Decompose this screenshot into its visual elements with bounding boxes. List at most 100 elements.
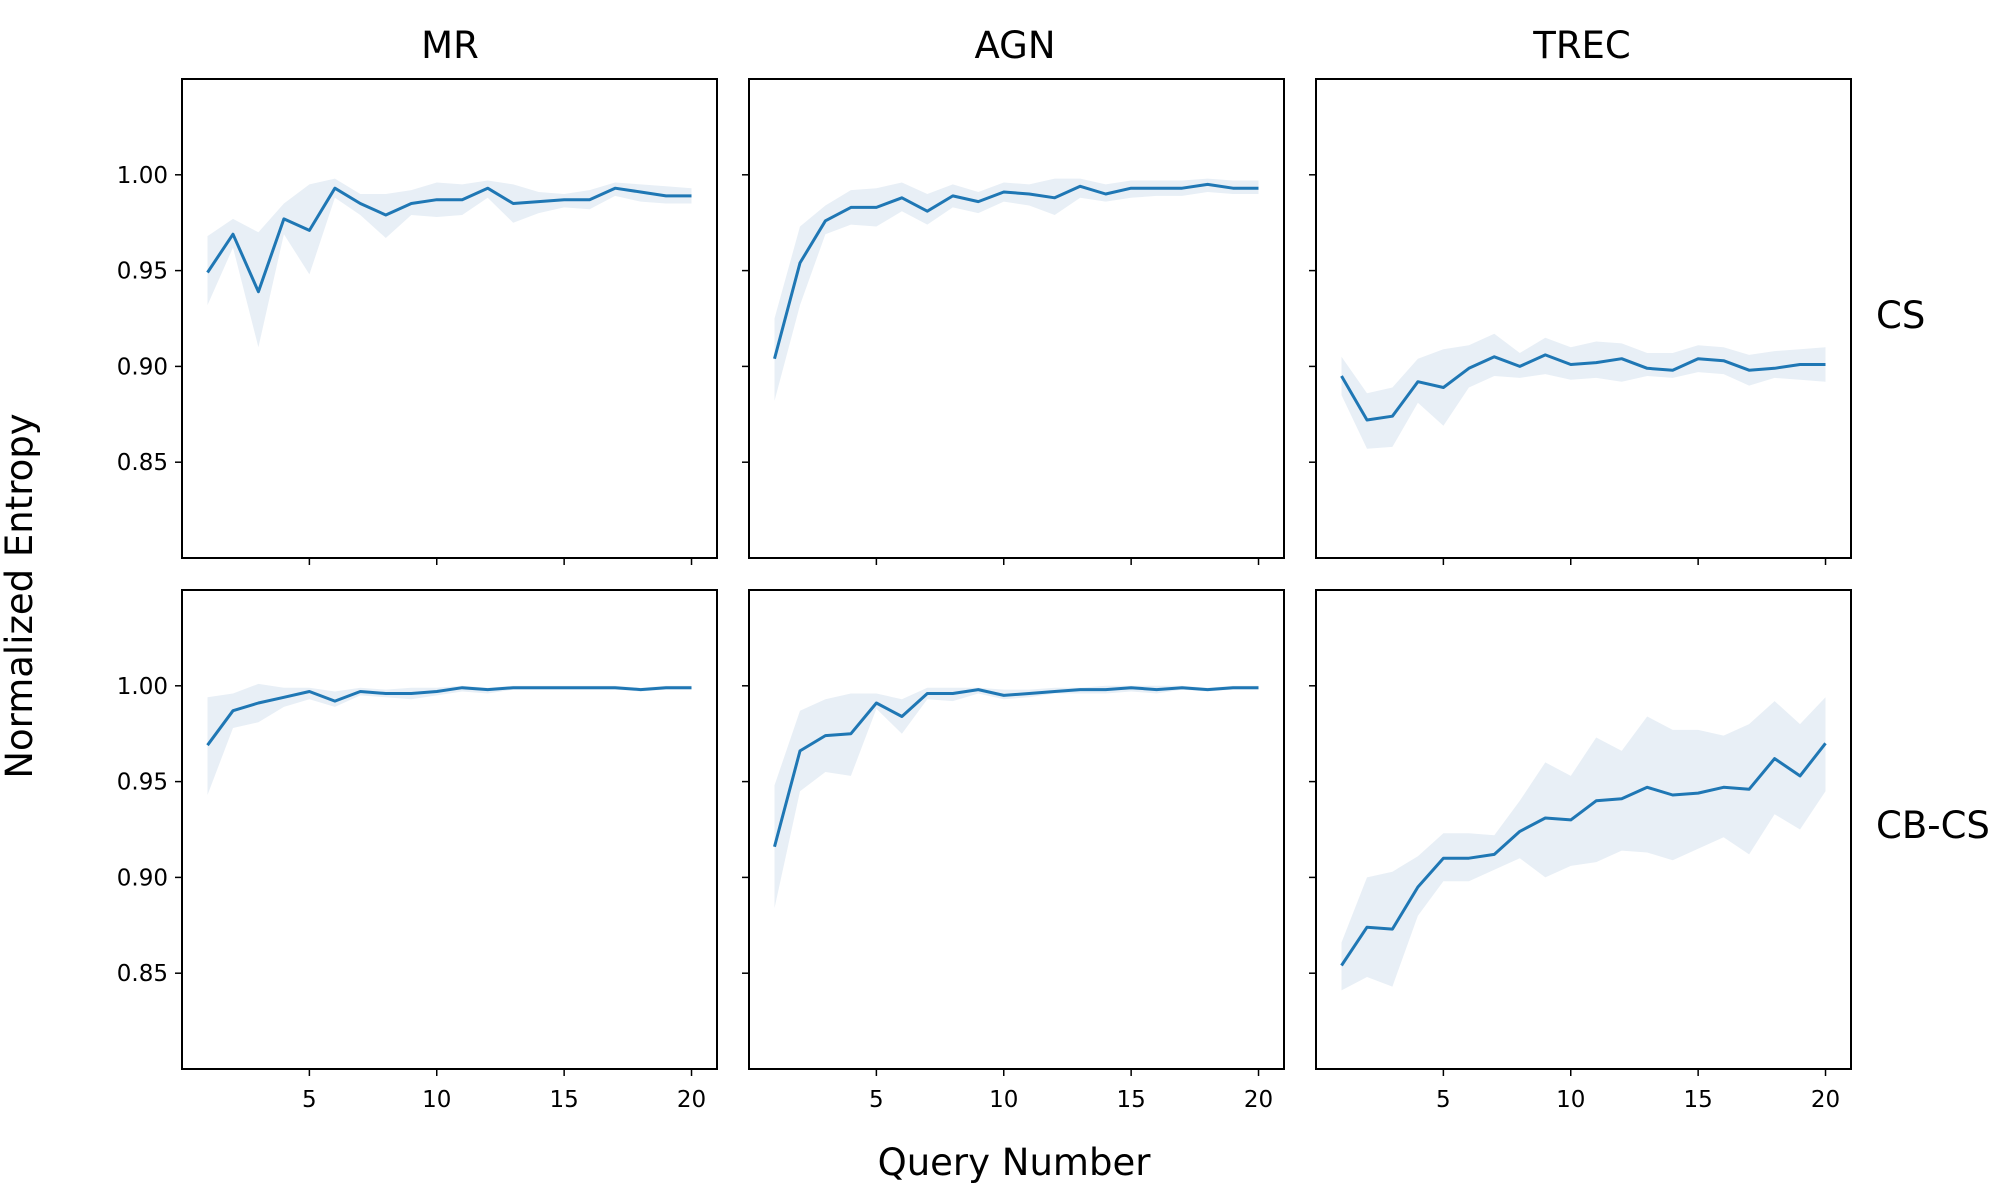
axes-frame-cs-agn <box>748 78 1285 559</box>
data-point-cb-cs-agn-10 <box>1001 693 1006 698</box>
series-line-cs-mr <box>206 186 692 294</box>
data-point-cb-cs-mr-20 <box>689 685 694 690</box>
panel-cs-trec <box>1309 78 1852 565</box>
data-point-cb-cs-trec-9 <box>1543 816 1548 821</box>
data-point-cs-agn-8 <box>950 193 955 198</box>
data-point-cs-trec-13 <box>1645 366 1650 371</box>
data-point-cb-cs-trec-6 <box>1466 856 1471 861</box>
data-point-cs-agn-6 <box>899 195 904 200</box>
data-point-cs-agn-3 <box>823 218 828 223</box>
column-title-agn: AGN <box>974 24 1055 67</box>
data-point-cb-cs-mr-8 <box>383 691 388 696</box>
data-point-cs-mr-12 <box>485 186 490 191</box>
y-tick-label-cs-mr: 1.00 <box>117 163 168 189</box>
data-point-cb-cs-trec-2 <box>1365 925 1370 930</box>
data-point-cb-cs-trec-19 <box>1798 773 1803 778</box>
data-point-cb-cs-mr-16 <box>587 685 592 690</box>
y-tick-label-cs-mr: 0.85 <box>117 450 168 476</box>
axes-frame-cb-cs-trec <box>1315 589 1852 1070</box>
series-line-cs-agn <box>773 182 1259 360</box>
data-point-cs-trec-7 <box>1492 354 1497 359</box>
data-point-cb-cs-agn-17 <box>1180 685 1185 690</box>
data-point-cs-trec-12 <box>1619 356 1624 361</box>
x-axis-label: Query Number <box>878 1141 1152 1184</box>
axes-frame-cs-trec <box>1315 78 1852 559</box>
data-point-cs-trec-17 <box>1747 368 1752 373</box>
data-point-cb-cs-agn-9 <box>976 687 981 692</box>
data-point-cb-cs-agn-2 <box>798 748 803 753</box>
data-point-cs-agn-11 <box>1027 192 1032 197</box>
x-tick-label-cb-cs-trec: 10 <box>1556 1087 1585 1113</box>
x-tick-label-cb-cs-trec: 5 <box>1436 1087 1451 1113</box>
confidence-band-cb-cs-mr <box>207 683 692 795</box>
data-point-cs-agn-7 <box>925 209 930 214</box>
x-tick-label-cb-cs-agn: 10 <box>989 1087 1018 1113</box>
data-point-cb-cs-agn-8 <box>950 691 955 696</box>
data-point-cb-cs-trec-8 <box>1517 829 1522 834</box>
data-point-cs-agn-14 <box>1103 192 1108 197</box>
data-point-cs-agn-13 <box>1078 184 1083 189</box>
data-point-cb-cs-agn-11 <box>1027 691 1032 696</box>
data-point-cb-cs-agn-7 <box>925 691 930 696</box>
data-point-cb-cs-trec-12 <box>1619 796 1624 801</box>
data-point-cs-trec-20 <box>1823 362 1828 367</box>
data-point-cb-cs-trec-16 <box>1721 785 1726 790</box>
data-point-cs-mr-11 <box>460 197 465 202</box>
data-point-cs-trec-6 <box>1466 366 1471 371</box>
x-tick-label-cb-cs-mr: 5 <box>302 1087 317 1113</box>
data-point-cb-cs-agn-12 <box>1052 689 1057 694</box>
data-point-cs-trec-8 <box>1517 364 1522 369</box>
data-point-cs-agn-12 <box>1052 195 1057 200</box>
x-tick-label-cb-cs-mr: 15 <box>550 1087 579 1113</box>
data-point-cs-agn-9 <box>976 199 981 204</box>
data-point-cb-cs-mr-14 <box>536 685 541 690</box>
data-point-cb-cs-agn-5 <box>874 701 879 706</box>
data-point-cs-agn-4 <box>848 205 853 210</box>
axes-frame-cs-mr <box>181 78 718 559</box>
data-point-cs-agn-15 <box>1129 186 1134 191</box>
y-tick-label-cs-mr: 0.90 <box>117 354 168 380</box>
panel-grid: 0.850.900.951.000.850.900.951.005 10 15 20 5… <box>117 78 1852 1113</box>
series-line-cb-cs-mr <box>206 686 692 747</box>
data-point-cs-mr-19 <box>664 193 669 198</box>
data-point-cb-cs-mr-10 <box>434 689 439 694</box>
series-line-cb-cs-agn <box>773 686 1259 848</box>
data-point-cb-cs-mr-12 <box>485 687 490 692</box>
panel-cb-cs-mr: 0.85 0.90 0.95 1.00 5 10 15 20 <box>117 589 718 1113</box>
x-tick-label-cb-cs-mr: 20 <box>677 1087 706 1113</box>
confidence-band-cb-cs-agn <box>774 685 1259 909</box>
data-point-cs-agn-20 <box>1256 186 1261 191</box>
data-point-cs-trec-3 <box>1390 414 1395 419</box>
data-point-cb-cs-mr-15 <box>562 685 567 690</box>
data-point-cb-cs-agn-6 <box>899 714 904 719</box>
data-point-cs-mr-17 <box>613 186 618 191</box>
data-point-cs-mr-9 <box>409 201 414 206</box>
data-point-cb-cs-mr-3 <box>256 701 261 706</box>
data-point-cb-cs-mr-13 <box>511 685 516 690</box>
data-point-cb-cs-trec-11 <box>1594 798 1599 803</box>
data-point-cb-cs-trec-15 <box>1696 791 1701 796</box>
data-point-cb-cs-mr-4 <box>281 695 286 700</box>
data-point-cs-mr-8 <box>383 213 388 218</box>
data-point-cs-mr-1 <box>205 270 210 275</box>
data-point-cb-cs-trec-14 <box>1670 793 1675 798</box>
data-point-cb-cs-agn-15 <box>1129 685 1134 690</box>
data-point-cs-trec-5 <box>1441 385 1446 390</box>
data-point-cs-agn-19 <box>1231 186 1236 191</box>
data-point-cs-agn-1 <box>772 356 777 361</box>
data-point-cb-cs-mr-7 <box>358 689 363 694</box>
confidence-band-cs-mr <box>207 178 692 348</box>
y-tick-label-cb-cs-mr: 0.90 <box>117 865 168 891</box>
y-tick-label-cb-cs-mr: 1.00 <box>117 674 168 700</box>
data-point-cs-agn-10 <box>1001 190 1006 195</box>
confidence-band-cs-agn <box>774 178 1259 401</box>
panel-cb-cs-agn: 5 10 15 20 <box>742 589 1285 1113</box>
data-point-cb-cs-mr-19 <box>664 685 669 690</box>
data-point-cs-mr-6 <box>332 186 337 191</box>
confidence-band-cb-cs-trec <box>1341 697 1826 991</box>
data-point-cs-mr-5 <box>307 228 312 233</box>
data-point-cb-cs-trec-17 <box>1747 787 1752 792</box>
data-point-cs-agn-5 <box>874 205 879 210</box>
data-point-cb-cs-mr-17 <box>613 685 618 690</box>
